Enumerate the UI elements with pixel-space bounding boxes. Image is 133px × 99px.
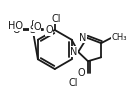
Text: Cl: Cl: [68, 78, 78, 88]
Text: N: N: [79, 33, 86, 43]
Text: N: N: [70, 47, 77, 57]
Text: CH₃: CH₃: [112, 33, 127, 42]
Text: O: O: [33, 22, 41, 32]
Text: HO: HO: [8, 21, 23, 31]
Text: O: O: [13, 25, 21, 35]
Text: O: O: [77, 68, 85, 78]
Text: Cl: Cl: [51, 14, 61, 24]
Text: S: S: [30, 25, 36, 35]
Text: O: O: [45, 25, 53, 35]
